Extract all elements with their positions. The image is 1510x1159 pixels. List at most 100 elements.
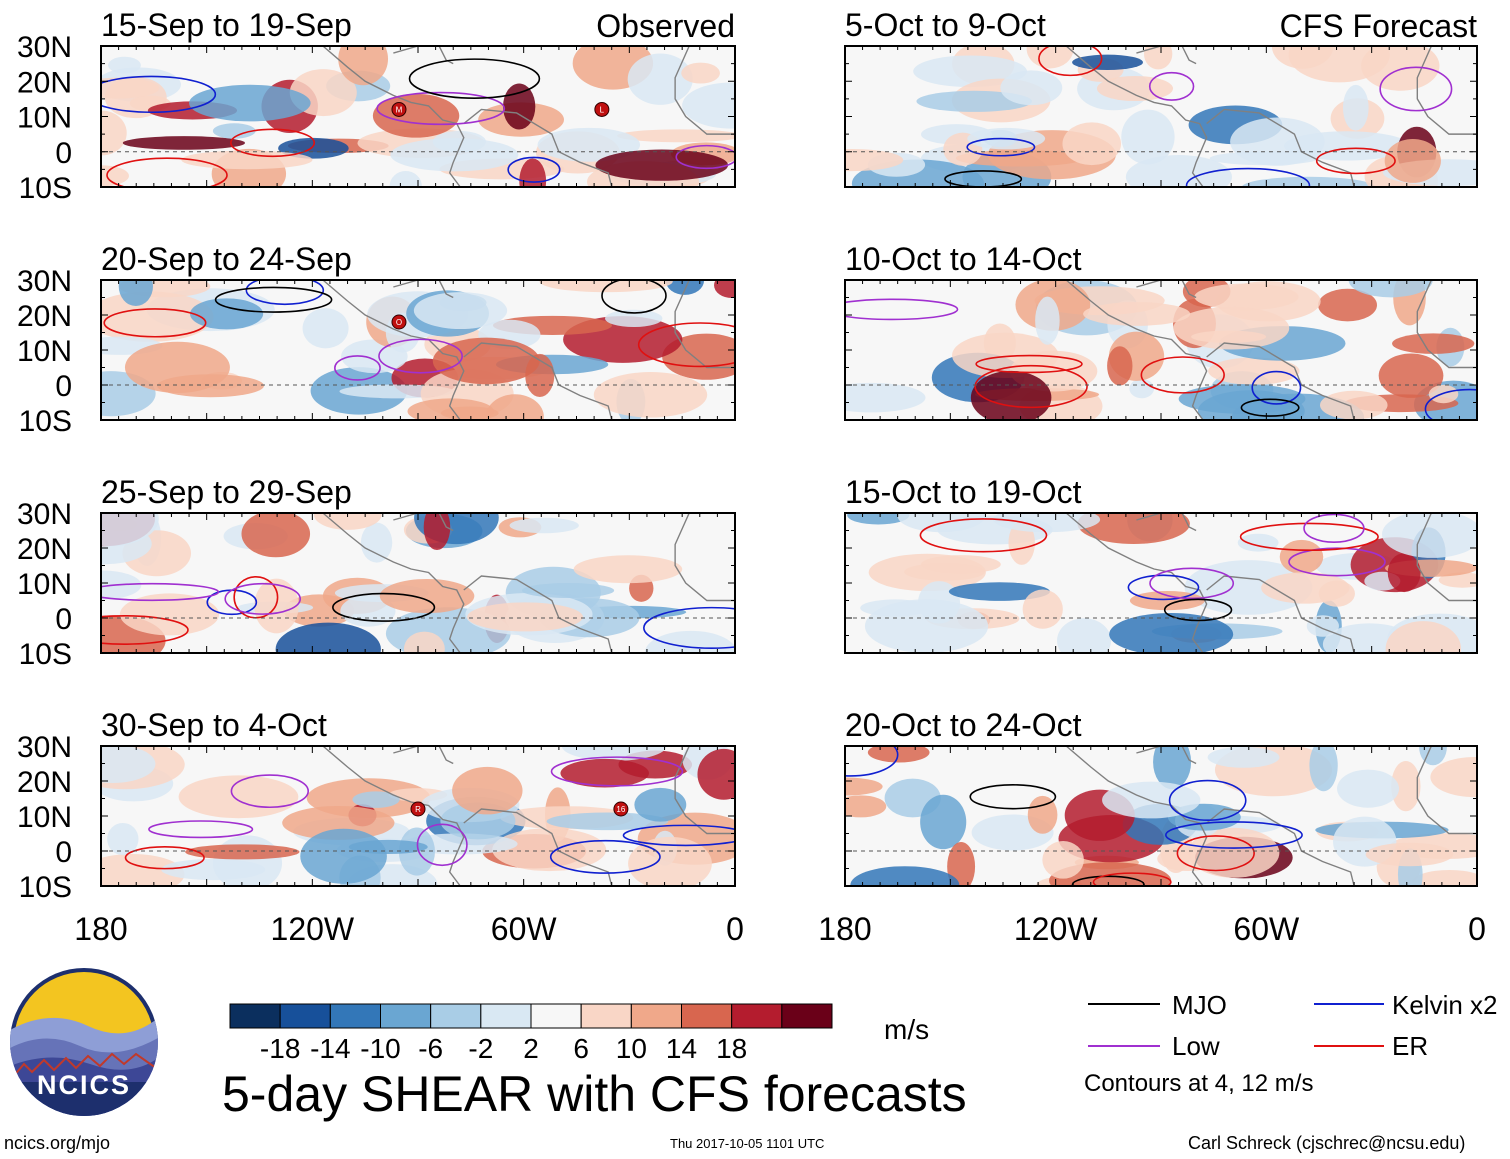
tc-marker-label: O	[396, 318, 402, 327]
shear-cell	[697, 748, 735, 800]
shear-cell	[1173, 306, 1290, 350]
tc-marker-label: R	[415, 805, 421, 814]
colorbar-tick-label: -18	[260, 1033, 300, 1064]
shear-cell	[1083, 302, 1191, 326]
shear-cell	[1109, 613, 1234, 653]
shear-field	[845, 46, 1477, 187]
low-contour	[101, 582, 220, 602]
shear-cell	[1125, 155, 1232, 187]
shear-cell	[101, 110, 127, 156]
colorbar-tick-label: -14	[310, 1033, 350, 1064]
shear-cell	[1342, 84, 1369, 131]
column-header: CFS Forecast	[1280, 8, 1477, 44]
land-outline	[1416, 46, 1477, 135]
footer-url[interactable]: ncics.org/mjo	[4, 1133, 111, 1153]
y-tick-label: 10S	[19, 172, 72, 205]
shear-cell	[1027, 795, 1058, 834]
legend-er-label: ER	[1392, 1031, 1429, 1061]
y-tick-label: 30N	[17, 265, 72, 298]
land-outline	[674, 746, 735, 835]
map-panel: 10-Oct to 14-Oct	[844, 241, 1478, 421]
shear-field	[101, 280, 735, 420]
legend-mjo-line	[1088, 1003, 1160, 1005]
land-outline	[322, 513, 465, 653]
shear-cell	[1309, 746, 1338, 792]
shear-cell	[313, 513, 382, 530]
er-contour	[1239, 522, 1379, 552]
shear-cell	[1337, 769, 1400, 808]
shear-cell	[1378, 353, 1444, 398]
shear-cell	[845, 777, 883, 796]
kelvin-contour	[845, 746, 899, 777]
legend-low-label: Low	[1172, 1031, 1220, 1061]
er-contour	[975, 354, 1083, 374]
tc-marker	[391, 314, 407, 330]
shear-cell	[503, 83, 536, 130]
shear-cell	[573, 555, 683, 584]
shear-cell	[1042, 841, 1084, 879]
land-outline	[674, 513, 735, 602]
shear-cell	[595, 149, 729, 181]
shear-field	[845, 513, 1477, 653]
chart-title: 5-day SHEAR with CFS forecasts	[222, 1066, 967, 1122]
land-outline	[1136, 46, 1197, 65]
shear-cell	[1385, 621, 1462, 653]
x-tick-label: 180	[818, 911, 871, 947]
kelvin-contour	[1168, 779, 1247, 822]
shear-cell	[452, 766, 523, 815]
er-contour	[103, 308, 207, 338]
shear-cell	[1411, 869, 1477, 886]
shear-cell	[101, 513, 159, 547]
y-tick-label: 0	[55, 603, 72, 636]
shear-field	[845, 280, 1477, 420]
y-tick-label: 0	[55, 137, 72, 170]
kelvin-contour	[1424, 388, 1477, 420]
shear-cell	[1261, 572, 1350, 604]
shear-cell	[122, 136, 246, 150]
y-tick-label: 30N	[17, 31, 72, 64]
shear-cell	[1392, 333, 1475, 354]
colorbar-swatch	[530, 1003, 582, 1029]
colorbar-swatch	[380, 1003, 432, 1029]
land-outline	[1065, 513, 1208, 653]
land-outline	[1136, 746, 1197, 765]
footer-credit: Carl Schreck (cjschrec@ncsu.edu)	[1188, 1133, 1466, 1153]
shear-cell	[1419, 746, 1447, 766]
colorbar-swatch	[681, 1003, 733, 1029]
y-tick-label: 10N	[17, 568, 72, 601]
shear-cell	[101, 746, 156, 783]
land-outline	[463, 108, 613, 187]
er-contour	[974, 364, 1088, 409]
land-outline	[1065, 46, 1208, 187]
y-tick-label: 30N	[17, 498, 72, 531]
shear-cell	[1129, 378, 1155, 399]
shear-cell	[1384, 138, 1441, 183]
low-contour	[550, 756, 684, 787]
y-tick-label: 20N	[17, 300, 72, 333]
tc-marker	[613, 801, 629, 817]
shear-cell	[947, 842, 976, 886]
land-outline	[1416, 280, 1477, 369]
x-tick-label: 60W	[1233, 911, 1300, 947]
shear-cell	[1107, 346, 1133, 386]
mjo-contour	[601, 280, 667, 314]
er-contour	[637, 322, 735, 368]
kelvin-contour	[1127, 574, 1200, 601]
colorbar-swatch	[229, 1003, 281, 1029]
shear-cell	[546, 812, 669, 831]
panel-date-label: 20-Oct to 24-Oct	[845, 707, 1082, 743]
kelvin-contour	[643, 606, 735, 649]
shear-cell	[1188, 827, 1280, 878]
land-outline	[393, 746, 454, 765]
er-contour	[1176, 835, 1255, 872]
kelvin-contour	[622, 824, 735, 847]
shear-cell	[212, 835, 283, 886]
shear-cell	[605, 309, 663, 328]
colorbar-swatch	[580, 1003, 632, 1029]
shear-cell	[1102, 781, 1201, 819]
y-tick-label: 10S	[19, 871, 72, 904]
panel-date-label: 15-Sep to 19-Sep	[101, 7, 352, 43]
low-contour	[1303, 513, 1365, 544]
